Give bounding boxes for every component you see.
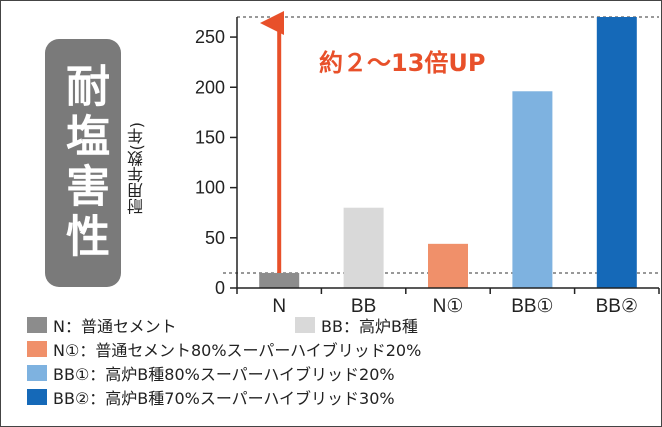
y-tick-label: 100: [195, 178, 225, 198]
y-tick-label: 50: [205, 228, 225, 248]
bar-2: [428, 243, 468, 288]
axes: N BB N① BB① BB② 0 50 100 150 200 250: [195, 17, 660, 317]
bar-0: [259, 272, 300, 288]
annotation-text: 約２～13倍UP: [319, 49, 485, 77]
y-tick-label: 250: [195, 27, 225, 47]
x-tick-label: N: [272, 296, 286, 317]
legend-item: N①：普通セメント80%スーパーハイブリッド20%: [27, 337, 421, 361]
legend-swatch: [27, 341, 47, 357]
legend-label: N：普通セメント: [53, 317, 177, 336]
annotation-group: 約２～13倍UP: [260, 11, 485, 273]
legend-item: BB①：高炉B種80%スーパーハイブリッド20%: [27, 361, 395, 385]
bar-1: [343, 207, 384, 288]
y-tick-label: 200: [195, 77, 225, 97]
y-tick-label: 150: [195, 127, 225, 147]
legend-label: BB①：高炉B種80%スーパーハイブリッド20%: [53, 365, 395, 384]
legend-label: BB：高炉B種: [321, 317, 418, 336]
x-tick-label: BB①: [511, 296, 553, 317]
x-tick-label: BB: [351, 296, 376, 317]
legend-label: BB②：高炉B種70%スーパーハイブリッド30%: [53, 389, 395, 408]
x-tick-label: BB②: [596, 296, 638, 317]
legend-swatch: [27, 389, 47, 405]
x-tick-label: N①: [433, 296, 464, 317]
legend-label: N①：普通セメント80%スーパーハイブリッド20%: [53, 341, 422, 360]
legend-swatch: [27, 365, 47, 381]
bar-4: [596, 17, 637, 288]
legend-swatch: [27, 317, 47, 333]
bar-3: [512, 91, 553, 288]
y-tick-label: 0: [215, 278, 225, 298]
bars: [259, 17, 637, 288]
legend-item: BB②：高炉B種70%スーパーハイブリッド30%: [27, 385, 395, 409]
category-badge: 耐塩害性: [45, 39, 121, 287]
legend-item: N：普通セメント: [27, 313, 177, 337]
legend-item: BB：高炉B種: [295, 313, 418, 337]
legend-swatch: [295, 317, 315, 333]
badge-text: 耐塩害性: [58, 63, 109, 263]
